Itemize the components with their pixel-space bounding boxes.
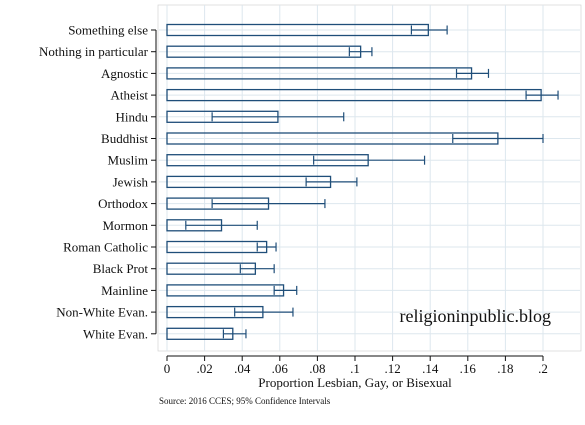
category-label-6: Muslim [108,153,148,168]
x-tick-label-3: .06 [272,361,289,376]
watermark: religioninpublic.blog [400,306,551,326]
labels: Something else Nothing in particular Agnos… [39,23,548,377]
x-tick-label-10: .2 [538,361,548,376]
category-label-2: Agnostic [101,66,148,81]
category-label-0: Something else [68,23,148,38]
x-tick-label-2: .04 [234,361,251,376]
x-axis-title: Proportion Lesbian, Gay, or Bisexual [258,375,452,390]
x-tick-label-1: .02 [196,361,212,376]
error-bars [185,25,559,339]
x-tick-label-4: .08 [309,361,325,376]
plot-area [157,4,582,352]
category-label-7: Jewish [113,174,149,189]
x-tick-label-8: .16 [460,361,477,376]
category-label-3: Atheist [110,88,148,103]
category-label-13: Non-White Evan. [56,305,148,320]
x-tick-label-0: 0 [164,361,171,376]
source-note: Source: 2016 CCES; 95% Confidence Interv… [159,396,331,406]
category-label-8: Orthodox [98,196,148,211]
x-tick-label-9: .18 [497,361,513,376]
category-label-10: Roman Catholic [63,240,148,255]
axes [151,29,544,361]
category-label-11: Black Prot [93,261,149,276]
category-label-14: White Evan. [83,326,148,341]
x-tick-label-7: .14 [422,361,439,376]
x-tick-label-5: .1 [350,361,360,376]
category-label-9: Mormon [103,218,149,233]
x-tick-label-6: .12 [384,361,400,376]
category-label-5: Buddhist [101,131,148,146]
category-label-1: Nothing in particular [39,44,149,59]
category-label-12: Mainline [101,283,148,298]
category-label-4: Hindu [116,109,149,124]
